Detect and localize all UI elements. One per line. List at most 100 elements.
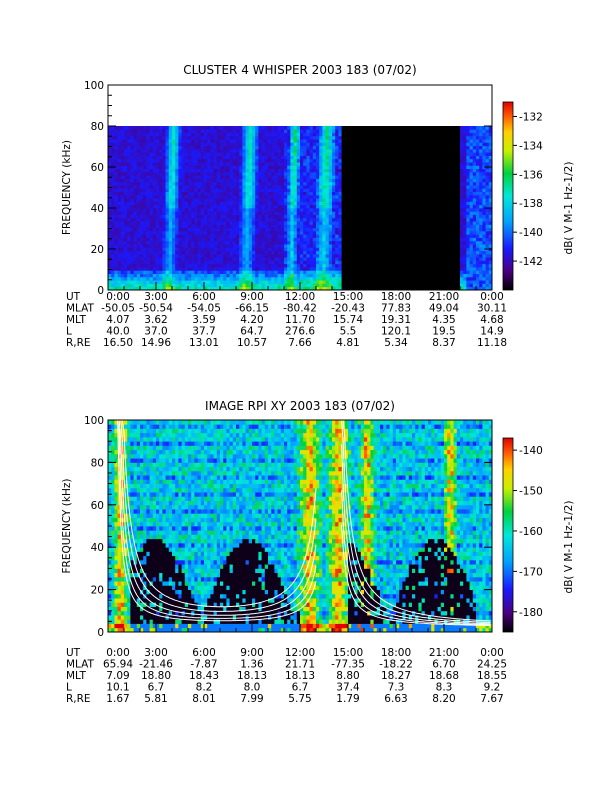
spectrogram-cell	[114, 217, 118, 222]
spectrogram-cell	[380, 168, 384, 173]
spectrogram-cell	[210, 263, 214, 268]
spectrogram-cell	[360, 214, 365, 219]
spectrogram-cell	[306, 148, 310, 153]
spectrogram-cell	[133, 132, 138, 137]
spectrogram-cell	[124, 273, 128, 278]
spectrogram-cell	[277, 208, 282, 212]
spectrogram-cell	[341, 135, 346, 140]
spectrogram-cell	[229, 263, 234, 268]
spectrogram-cell	[424, 158, 429, 163]
spectrogram-cell	[405, 227, 410, 232]
spectrogram-cell	[143, 270, 147, 274]
spectrogram-cell	[418, 260, 422, 265]
spectrogram-cell	[108, 263, 112, 268]
spectrogram-cell	[220, 208, 224, 212]
spectrogram-cell	[178, 250, 182, 255]
spectrogram-cell	[396, 129, 400, 133]
spectrogram-cell	[370, 142, 374, 147]
spectrogram-cell	[236, 135, 240, 140]
spectrogram-cell	[159, 135, 163, 140]
spectrogram-cell	[309, 155, 314, 160]
spectrogram-cell	[133, 217, 138, 222]
spectrogram-cell	[335, 178, 339, 183]
spectrogram-cell	[248, 211, 253, 215]
spectrogram-cell	[412, 132, 416, 137]
spectrogram-cell	[127, 181, 131, 186]
spectrogram-cell	[392, 244, 397, 248]
spectrogram-cell	[258, 204, 262, 209]
spectrogram-cell	[108, 171, 112, 176]
spectrogram-cell	[130, 162, 134, 166]
spectrogram-cell	[373, 191, 378, 196]
spectrogram-cell	[274, 286, 278, 291]
spectrogram-cell	[396, 257, 400, 261]
spectrogram-cell	[338, 276, 342, 281]
spectrogram-cell	[194, 214, 198, 219]
spectrogram-cell	[319, 217, 323, 222]
spectrogram-cell	[108, 273, 112, 278]
spectrogram-cell	[280, 198, 285, 202]
spectrogram-cell	[111, 162, 115, 166]
spectrogram-cell	[287, 263, 291, 268]
spectrogram-cell	[117, 168, 122, 173]
spectrogram-cell	[156, 148, 160, 153]
spectrogram-cell	[226, 181, 230, 186]
spectrogram-cell	[140, 240, 144, 245]
spectrogram-cell	[114, 129, 118, 133]
spectrogram-cell	[216, 227, 221, 232]
spectrogram-cell	[344, 280, 349, 284]
spectrogram-cell	[140, 237, 144, 242]
spectrogram-cell	[255, 129, 259, 133]
spectrogram-cell	[412, 224, 416, 229]
spectrogram-cell	[143, 280, 147, 284]
spectrogram-cell	[293, 194, 298, 199]
spectrogram-cell	[415, 168, 419, 173]
spectrogram-cell	[341, 201, 346, 206]
spectrogram-cell	[328, 162, 333, 166]
spectrogram-cell	[367, 168, 371, 173]
spectrogram-cell	[408, 217, 413, 222]
spectrogram-cell	[165, 152, 170, 156]
spectrogram-cell	[300, 152, 304, 156]
spectrogram-cell	[280, 208, 285, 212]
spectrogram-cell	[312, 267, 317, 271]
spectrogram-cell	[290, 191, 294, 196]
spectrogram-cell	[364, 283, 368, 288]
spectrogram-cell	[277, 224, 282, 229]
spectrogram-cell	[383, 162, 387, 166]
spectrogram-cell	[354, 198, 358, 202]
spectrogram-cell	[268, 178, 272, 183]
spectrogram-cell	[159, 129, 163, 133]
spectrogram-cell	[383, 253, 387, 258]
spectrogram-cell	[268, 191, 272, 196]
spectrogram-cell	[325, 142, 330, 147]
spectrogram-cell	[223, 132, 227, 137]
spectrogram-cell	[351, 280, 355, 284]
spectrogram-cell	[156, 142, 160, 147]
spectrogram-cell	[284, 247, 288, 252]
spectrogram-cell	[252, 155, 256, 160]
spectrogram-cell	[303, 168, 307, 173]
spectrogram-cell	[418, 198, 422, 202]
spectrogram-cell	[191, 224, 195, 229]
spectrogram-cell	[200, 126, 205, 130]
spectrogram-cell	[200, 237, 205, 242]
spectrogram-cell	[348, 247, 352, 252]
spectrogram-cell	[408, 221, 413, 225]
spectrogram-cell	[408, 145, 413, 150]
spectrogram-cell	[159, 270, 163, 274]
spectrogram-cell	[159, 276, 163, 281]
spectrogram-cell	[405, 211, 410, 215]
spectrogram-cell	[287, 178, 291, 183]
spectrogram-cell	[175, 178, 179, 183]
spectrogram-cell	[376, 286, 381, 291]
spectrogram-cell	[120, 152, 125, 156]
spectrogram-cell	[117, 191, 122, 196]
spectrogram-cell	[168, 267, 173, 271]
spectrogram-cell	[242, 188, 246, 192]
spectrogram-cell	[264, 162, 269, 166]
spectrogram-cell	[357, 155, 362, 160]
spectrogram-cell	[229, 126, 234, 130]
spectrogram-cell	[191, 135, 195, 140]
spectrogram-cell	[168, 260, 173, 265]
